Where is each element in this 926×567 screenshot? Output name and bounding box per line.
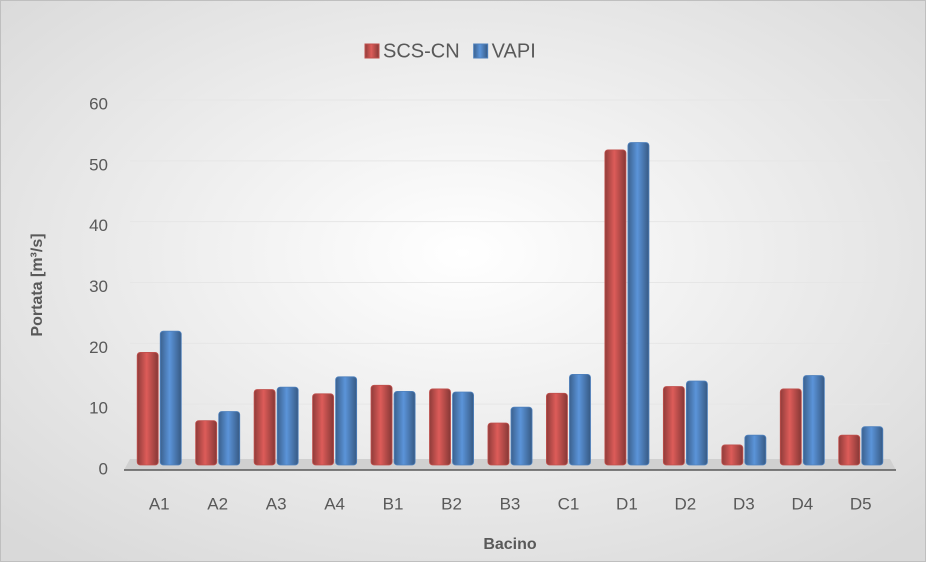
legend-label: SCS-CN — [383, 40, 460, 62]
y-tick-label: 10 — [89, 399, 108, 418]
bar — [452, 391, 474, 466]
x-axis-label: Bacino — [483, 536, 537, 553]
x-tick-label: A3 — [266, 494, 287, 513]
bar — [487, 422, 510, 466]
legend-swatch — [473, 43, 489, 59]
bar — [685, 380, 708, 466]
bar — [662, 386, 685, 466]
bar — [569, 373, 591, 466]
x-tick-label: A1 — [149, 494, 170, 513]
x-tick-label: B2 — [441, 494, 462, 513]
x-tick-label: D2 — [675, 494, 697, 513]
bar — [136, 352, 159, 466]
x-tick-label: D4 — [791, 494, 813, 513]
x-tick-label: D3 — [733, 494, 755, 513]
bar — [838, 434, 861, 466]
bar — [546, 392, 568, 466]
x-tick-label: B3 — [500, 494, 521, 513]
x-tick-label: B1 — [383, 494, 404, 513]
y-tick-label: 50 — [89, 155, 108, 174]
bar — [393, 390, 416, 466]
bar — [218, 411, 241, 466]
bar — [510, 406, 533, 466]
bar — [802, 375, 825, 466]
bar — [744, 434, 767, 466]
x-tick-label: A2 — [207, 494, 228, 513]
bar — [335, 376, 358, 466]
legend-label: VAPI — [492, 40, 536, 62]
bar — [429, 388, 451, 466]
legend-swatch — [364, 43, 380, 59]
legend: SCS-CN VAPI — [364, 40, 536, 62]
bar — [159, 330, 182, 466]
x-tick-label: A4 — [324, 494, 345, 513]
bar — [195, 420, 218, 466]
bar — [861, 426, 884, 466]
bar — [721, 444, 744, 466]
y-tick-label: 20 — [89, 338, 108, 357]
y-axis-label: Portata [m³/s] — [29, 233, 46, 336]
y-tick-label: 40 — [89, 216, 108, 235]
y-tick-label: 30 — [89, 277, 108, 296]
bar — [779, 388, 802, 466]
y-tick-label: 0 — [99, 459, 108, 478]
bar — [312, 393, 335, 466]
bar — [604, 149, 627, 466]
bar — [627, 142, 650, 466]
x-tick-label: C1 — [558, 494, 580, 513]
bar — [253, 389, 276, 466]
bar — [370, 384, 393, 466]
x-tick-label: D5 — [850, 494, 872, 513]
x-tick-label: D1 — [616, 494, 638, 513]
bar — [276, 386, 299, 466]
y-tick-label: 60 — [89, 94, 108, 113]
